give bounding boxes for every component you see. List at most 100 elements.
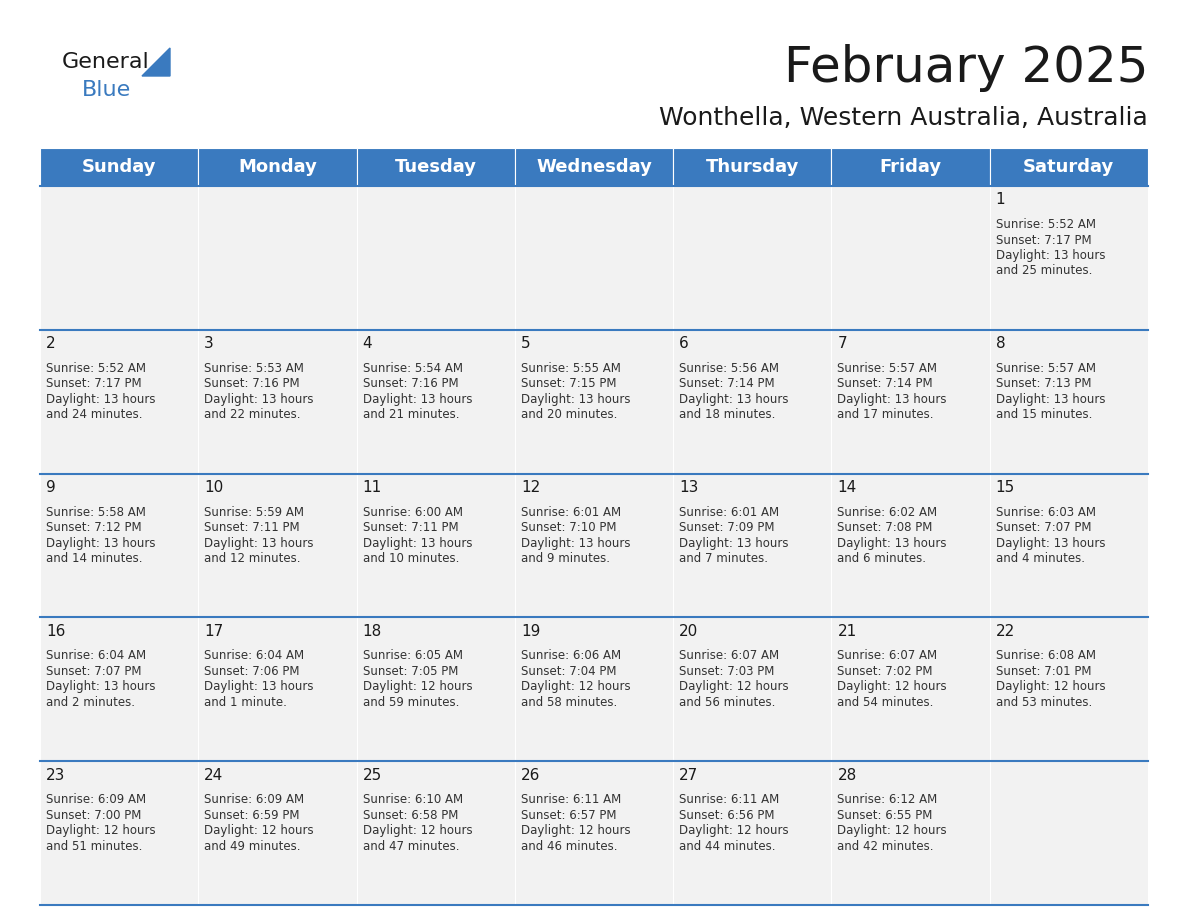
Bar [514,330,674,474]
Bar [674,761,832,905]
Text: and 56 minutes.: and 56 minutes. [680,696,776,709]
Bar [990,761,1148,905]
Text: 22: 22 [996,624,1015,639]
Bar [356,474,514,618]
Text: and 7 minutes.: and 7 minutes. [680,552,769,565]
Text: and 1 minute.: and 1 minute. [204,696,287,709]
Text: Daylight: 13 hours: Daylight: 13 hours [520,537,631,550]
Text: 13: 13 [680,480,699,495]
Text: and 58 minutes.: and 58 minutes. [520,696,617,709]
Text: Sunset: 7:09 PM: Sunset: 7:09 PM [680,521,775,534]
Bar [40,761,198,905]
Bar [356,618,514,761]
Text: and 14 minutes.: and 14 minutes. [46,552,143,565]
Text: 11: 11 [362,480,381,495]
Text: and 25 minutes.: and 25 minutes. [996,264,1092,277]
Text: 20: 20 [680,624,699,639]
Text: 10: 10 [204,480,223,495]
Text: Daylight: 12 hours: Daylight: 12 hours [520,680,631,693]
Text: Daylight: 13 hours: Daylight: 13 hours [996,537,1105,550]
Text: Sunset: 6:55 PM: Sunset: 6:55 PM [838,809,933,822]
Text: Sunset: 6:59 PM: Sunset: 6:59 PM [204,809,299,822]
Text: Daylight: 13 hours: Daylight: 13 hours [838,537,947,550]
Text: Friday: Friday [879,158,942,176]
Text: and 47 minutes.: and 47 minutes. [362,840,459,853]
Text: Daylight: 13 hours: Daylight: 13 hours [46,537,156,550]
Text: Sunrise: 6:11 AM: Sunrise: 6:11 AM [680,793,779,806]
Text: 1: 1 [996,193,1005,207]
Bar [40,474,198,618]
Text: Daylight: 13 hours: Daylight: 13 hours [996,393,1105,406]
Text: 15: 15 [996,480,1015,495]
Text: Tuesday: Tuesday [394,158,476,176]
Bar [674,618,832,761]
Text: Daylight: 12 hours: Daylight: 12 hours [838,680,947,693]
Text: 17: 17 [204,624,223,639]
Text: Sunset: 7:17 PM: Sunset: 7:17 PM [46,377,141,390]
Text: Sunrise: 6:04 AM: Sunrise: 6:04 AM [46,649,146,663]
Text: Sunset: 7:07 PM: Sunset: 7:07 PM [996,521,1092,534]
Text: Sunrise: 6:01 AM: Sunrise: 6:01 AM [680,506,779,519]
Bar [832,148,990,186]
Text: and 18 minutes.: and 18 minutes. [680,409,776,421]
Bar [198,330,356,474]
Bar [990,618,1148,761]
Text: 2: 2 [46,336,56,352]
Text: Wednesday: Wednesday [536,158,652,176]
Text: Daylight: 13 hours: Daylight: 13 hours [680,537,789,550]
Bar [198,761,356,905]
Text: Sunrise: 5:57 AM: Sunrise: 5:57 AM [996,362,1095,375]
Bar [832,761,990,905]
Text: 19: 19 [520,624,541,639]
Bar [832,474,990,618]
Text: Sunset: 7:03 PM: Sunset: 7:03 PM [680,665,775,677]
Text: Sunrise: 5:56 AM: Sunrise: 5:56 AM [680,362,779,375]
Text: Sunset: 7:01 PM: Sunset: 7:01 PM [996,665,1092,677]
Text: Daylight: 12 hours: Daylight: 12 hours [362,680,472,693]
Text: Monday: Monday [238,158,317,176]
Text: Sunset: 7:04 PM: Sunset: 7:04 PM [520,665,617,677]
Text: Sunrise: 5:55 AM: Sunrise: 5:55 AM [520,362,621,375]
Text: Sunrise: 6:02 AM: Sunrise: 6:02 AM [838,506,937,519]
Text: Sunset: 7:07 PM: Sunset: 7:07 PM [46,665,141,677]
Bar [832,618,990,761]
Text: Sunset: 7:11 PM: Sunset: 7:11 PM [204,521,299,534]
Text: Sunset: 7:10 PM: Sunset: 7:10 PM [520,521,617,534]
Text: Sunrise: 6:06 AM: Sunrise: 6:06 AM [520,649,621,663]
Text: and 49 minutes.: and 49 minutes. [204,840,301,853]
Text: 23: 23 [46,767,65,783]
Text: 4: 4 [362,336,372,352]
Text: Daylight: 12 hours: Daylight: 12 hours [520,824,631,837]
Text: Sunset: 6:56 PM: Sunset: 6:56 PM [680,809,775,822]
Text: Daylight: 12 hours: Daylight: 12 hours [680,824,789,837]
Text: Sunset: 7:00 PM: Sunset: 7:00 PM [46,809,141,822]
Text: Daylight: 12 hours: Daylight: 12 hours [680,680,789,693]
Text: and 21 minutes.: and 21 minutes. [362,409,459,421]
Text: and 42 minutes.: and 42 minutes. [838,840,934,853]
Text: and 53 minutes.: and 53 minutes. [996,696,1092,709]
Text: Sunset: 7:11 PM: Sunset: 7:11 PM [362,521,459,534]
Bar [356,186,514,330]
Text: Daylight: 12 hours: Daylight: 12 hours [362,824,472,837]
Text: and 12 minutes.: and 12 minutes. [204,552,301,565]
Text: Sunrise: 6:01 AM: Sunrise: 6:01 AM [520,506,621,519]
Text: and 51 minutes.: and 51 minutes. [46,840,143,853]
Text: Sunrise: 5:52 AM: Sunrise: 5:52 AM [46,362,146,375]
Text: Sunset: 7:05 PM: Sunset: 7:05 PM [362,665,457,677]
Text: Sunrise: 6:03 AM: Sunrise: 6:03 AM [996,506,1095,519]
Bar [514,186,674,330]
Text: Sunrise: 6:12 AM: Sunrise: 6:12 AM [838,793,937,806]
Bar [674,330,832,474]
Text: Sunset: 7:15 PM: Sunset: 7:15 PM [520,377,617,390]
Text: 5: 5 [520,336,531,352]
Text: Sunrise: 5:53 AM: Sunrise: 5:53 AM [204,362,304,375]
Text: Daylight: 13 hours: Daylight: 13 hours [46,680,156,693]
Text: Sunset: 7:08 PM: Sunset: 7:08 PM [838,521,933,534]
Text: and 4 minutes.: and 4 minutes. [996,552,1085,565]
Text: 16: 16 [46,624,65,639]
Bar [198,148,356,186]
Bar [356,330,514,474]
Bar [990,330,1148,474]
Text: Daylight: 13 hours: Daylight: 13 hours [204,537,314,550]
Text: 18: 18 [362,624,381,639]
